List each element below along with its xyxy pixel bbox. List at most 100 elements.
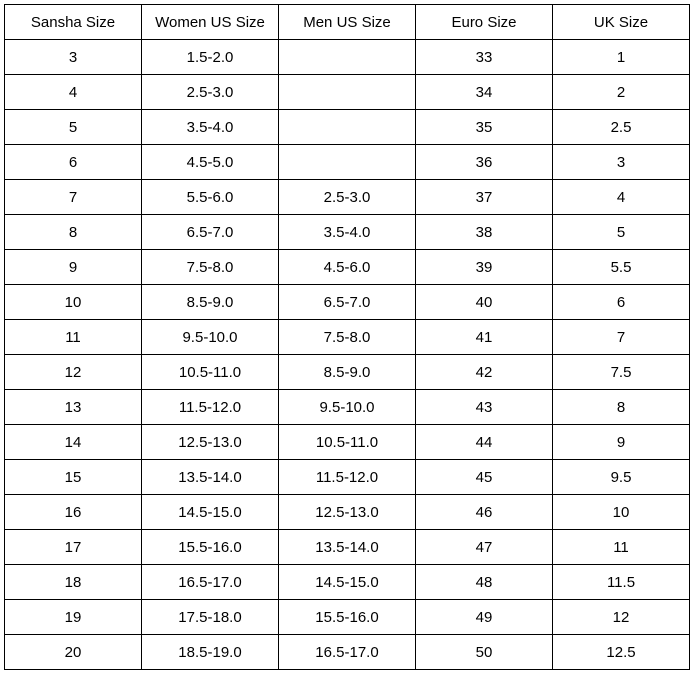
table-cell: 14 [5, 425, 142, 460]
table-cell: 17.5-18.0 [142, 600, 279, 635]
table-cell [279, 40, 416, 75]
col-header-men-us: Men US Size [279, 5, 416, 40]
table-cell: 12 [5, 355, 142, 390]
table-cell: 10 [553, 495, 690, 530]
table-cell: 9.5-10.0 [142, 320, 279, 355]
table-row: 86.5-7.03.5-4.0385 [5, 215, 690, 250]
table-cell: 6 [5, 145, 142, 180]
table-cell: 37 [416, 180, 553, 215]
table-cell: 11 [553, 530, 690, 565]
table-cell: 34 [416, 75, 553, 110]
table-cell: 46 [416, 495, 553, 530]
table-cell: 12.5-13.0 [279, 495, 416, 530]
table-cell: 45 [416, 460, 553, 495]
table-row: 1513.5-14.011.5-12.0459.5 [5, 460, 690, 495]
table-cell: 35 [416, 110, 553, 145]
table-cell: 14.5-15.0 [279, 565, 416, 600]
table-row: 75.5-6.02.5-3.0374 [5, 180, 690, 215]
table-row: 31.5-2.0 331 [5, 40, 690, 75]
table-cell: 3.5-4.0 [142, 110, 279, 145]
table-cell: 6 [553, 285, 690, 320]
table-cell: 7.5-8.0 [279, 320, 416, 355]
table-row: 108.5-9.06.5-7.0406 [5, 285, 690, 320]
table-cell: 12.5-13.0 [142, 425, 279, 460]
table-cell: 40 [416, 285, 553, 320]
table-cell: 1 [553, 40, 690, 75]
table-cell: 2.5-3.0 [142, 75, 279, 110]
table-cell: 2.5 [553, 110, 690, 145]
table-row: 64.5-5.0 363 [5, 145, 690, 180]
table-body: 31.5-2.033142.5-3.034253.5-4.0352.564.5-… [5, 40, 690, 670]
table-cell: 5 [5, 110, 142, 145]
table-cell: 39 [416, 250, 553, 285]
table-cell: 10.5-11.0 [142, 355, 279, 390]
table-cell: 3 [5, 40, 142, 75]
table-cell: 6.5-7.0 [279, 285, 416, 320]
table-cell: 8 [553, 390, 690, 425]
table-cell: 15.5-16.0 [142, 530, 279, 565]
table-cell: 49 [416, 600, 553, 635]
table-cell: 11.5-12.0 [279, 460, 416, 495]
table-cell: 44 [416, 425, 553, 460]
col-header-uk: UK Size [553, 5, 690, 40]
table-row: 1917.5-18.015.5-16.04912 [5, 600, 690, 635]
table-cell: 50 [416, 635, 553, 670]
table-cell: 4 [553, 180, 690, 215]
table-row: 1715.5-16.013.5-14.04711 [5, 530, 690, 565]
table-header: Sansha Size Women US Size Men US Size Eu… [5, 5, 690, 40]
table-cell: 42 [416, 355, 553, 390]
table-cell: 7.5-8.0 [142, 250, 279, 285]
table-cell [279, 110, 416, 145]
table-cell: 4.5-6.0 [279, 250, 416, 285]
table-cell: 16.5-17.0 [142, 565, 279, 600]
table-row: 1412.5-13.010.5-11.0449 [5, 425, 690, 460]
table-cell: 11.5-12.0 [142, 390, 279, 425]
table-cell: 9 [553, 425, 690, 460]
table-cell: 4.5-5.0 [142, 145, 279, 180]
table-row: 1210.5-11.08.5-9.0427.5 [5, 355, 690, 390]
table-cell: 14.5-15.0 [142, 495, 279, 530]
table-cell: 38 [416, 215, 553, 250]
table-cell: 3.5-4.0 [279, 215, 416, 250]
table-cell: 43 [416, 390, 553, 425]
col-header-sansha: Sansha Size [5, 5, 142, 40]
table-cell: 10.5-11.0 [279, 425, 416, 460]
table-cell: 36 [416, 145, 553, 180]
table-cell: 48 [416, 565, 553, 600]
table-cell: 5.5-6.0 [142, 180, 279, 215]
table-cell: 8 [5, 215, 142, 250]
table-cell: 13.5-14.0 [142, 460, 279, 495]
table-cell: 12 [553, 600, 690, 635]
table-row: 119.5-10.07.5-8.0417 [5, 320, 690, 355]
table-cell: 3 [553, 145, 690, 180]
table-cell: 16 [5, 495, 142, 530]
table-cell: 8.5-9.0 [279, 355, 416, 390]
table-cell: 8.5-9.0 [142, 285, 279, 320]
table-cell: 15.5-16.0 [279, 600, 416, 635]
table-cell: 16.5-17.0 [279, 635, 416, 670]
table-cell: 47 [416, 530, 553, 565]
table-cell: 9 [5, 250, 142, 285]
table-cell: 7 [553, 320, 690, 355]
table-cell: 10 [5, 285, 142, 320]
table-cell: 11 [5, 320, 142, 355]
table-cell: 1.5-2.0 [142, 40, 279, 75]
table-cell: 2.5-3.0 [279, 180, 416, 215]
table-cell: 7.5 [553, 355, 690, 390]
table-cell: 13.5-14.0 [279, 530, 416, 565]
table-row: 2018.5-19.016.5-17.05012.5 [5, 635, 690, 670]
table-cell: 33 [416, 40, 553, 75]
table-cell: 13 [5, 390, 142, 425]
table-cell: 4 [5, 75, 142, 110]
table-cell [279, 145, 416, 180]
table-cell: 18.5-19.0 [142, 635, 279, 670]
table-cell: 9.5 [553, 460, 690, 495]
table-cell: 6.5-7.0 [142, 215, 279, 250]
header-row: Sansha Size Women US Size Men US Size Eu… [5, 5, 690, 40]
table-row: 53.5-4.0 352.5 [5, 110, 690, 145]
table-cell: 20 [5, 635, 142, 670]
table-row: 1816.5-17.014.5-15.04811.5 [5, 565, 690, 600]
table-cell: 5.5 [553, 250, 690, 285]
table-row: 1614.5-15.012.5-13.04610 [5, 495, 690, 530]
table-row: 97.5-8.04.5-6.0395.5 [5, 250, 690, 285]
